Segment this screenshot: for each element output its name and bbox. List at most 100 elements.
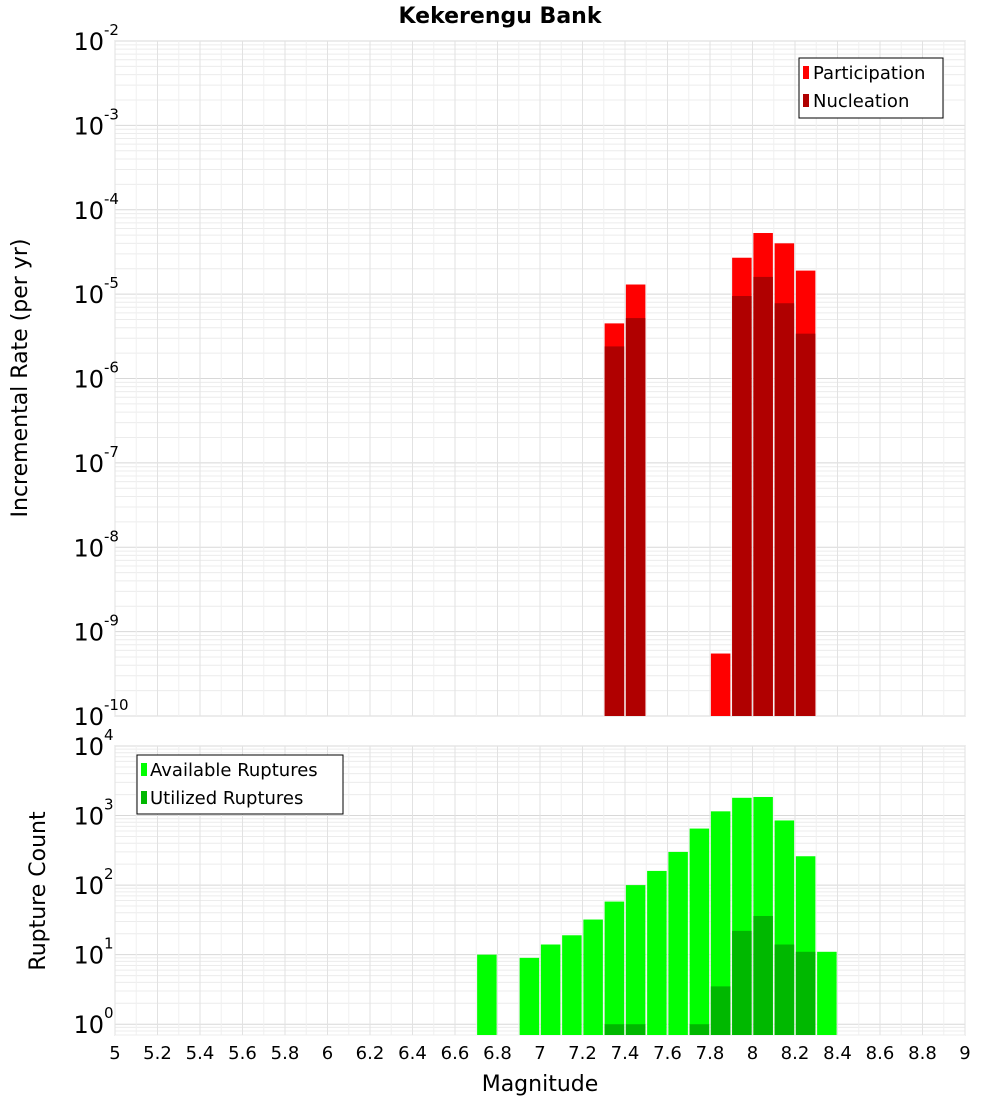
- x-tick-label: 6.2: [356, 1043, 385, 1064]
- utilized-ruptures-bar: [753, 915, 773, 1035]
- count-y-tick-label: 10: [73, 942, 104, 970]
- utilized-ruptures-bar: [710, 986, 731, 1035]
- available-ruptures-bar: [562, 935, 582, 1035]
- rate-y-tick-exponent: -5: [104, 274, 119, 292]
- utilized-ruptures-bar: [625, 1024, 646, 1035]
- x-tick-label: 8.6: [866, 1043, 895, 1064]
- utilized-ruptures-bar: [689, 1024, 710, 1035]
- x-axis-title: Magnitude: [482, 1072, 599, 1097]
- x-tick-label: 5.6: [228, 1043, 257, 1064]
- x-tick-label: 8.8: [908, 1043, 937, 1064]
- x-tick-label: 8.4: [823, 1043, 852, 1064]
- x-tick-label: 7.8: [696, 1043, 725, 1064]
- rate-y-tick-label: 10: [73, 619, 104, 647]
- rate-y-tick-label: 10: [73, 112, 104, 140]
- participation-bar: [710, 653, 731, 716]
- x-tick-label: 6: [322, 1043, 333, 1064]
- rate-legend-box: [798, 57, 944, 119]
- available-legend-label: Available Ruptures: [150, 760, 318, 781]
- nucleation-bar: [732, 296, 752, 716]
- count-y-tick-exponent: 0: [104, 1004, 114, 1022]
- count-legend-box: [136, 754, 344, 815]
- rate-y-tick-exponent: -4: [104, 190, 119, 208]
- x-tick-label: 5: [109, 1043, 120, 1064]
- x-tick-label: 6.4: [398, 1043, 427, 1064]
- utilized-ruptures-bar: [732, 930, 752, 1035]
- count-y-axis-title: Rupture Count: [26, 811, 51, 971]
- rate-y-tick-exponent: -2: [104, 21, 119, 39]
- rate-y-tick-label: 10: [73, 197, 104, 225]
- x-tick-label: 5.8: [271, 1043, 300, 1064]
- nucleation-legend-label: Nucleation: [813, 91, 909, 112]
- chart-title: Kekerengu Bank: [399, 4, 603, 29]
- rate-y-tick-label: 10: [73, 366, 104, 394]
- rate-y-tick-exponent: -6: [104, 359, 119, 377]
- x-tick-label: 7.6: [653, 1043, 682, 1064]
- participation-legend-swatch: [803, 66, 809, 79]
- rate-y-tick-exponent: -10: [104, 696, 129, 714]
- count-y-tick-label: 10: [73, 872, 104, 900]
- rate-y-axis-title: Incremental Rate (per yr): [8, 239, 33, 518]
- rate-y-tick-label: 10: [73, 28, 104, 56]
- x-tick-label: 6.8: [483, 1043, 512, 1064]
- utilized-legend-swatch: [141, 791, 147, 804]
- x-tick-label: 5.4: [186, 1043, 215, 1064]
- rate-bars: [604, 233, 816, 717]
- count-y-tick-exponent: 2: [104, 865, 114, 883]
- count-y-tick-label: 10: [73, 1011, 104, 1039]
- x-tick-label: 7.4: [611, 1043, 640, 1064]
- available-ruptures-bar: [540, 944, 561, 1035]
- count-legend: Available Ruptures Utilized Ruptures: [136, 754, 344, 815]
- available-legend-swatch: [141, 763, 147, 776]
- nucleation-bar: [604, 346, 625, 716]
- utilized-ruptures-bar: [604, 1024, 625, 1035]
- utilized-legend-label: Utilized Ruptures: [150, 788, 303, 809]
- available-ruptures-bar: [817, 951, 837, 1035]
- utilized-ruptures-bar: [795, 951, 816, 1035]
- x-tick-label: 8.2: [781, 1043, 810, 1064]
- count-bars: [477, 796, 837, 1035]
- nucleation-bar: [795, 333, 816, 716]
- utilized-ruptures-bar: [774, 944, 795, 1035]
- nucleation-bar: [753, 276, 773, 716]
- rate-y-tick-label: 10: [73, 450, 104, 478]
- rate-y-tick-label: 10: [73, 703, 104, 731]
- available-ruptures-bar: [625, 885, 646, 1035]
- nucleation-bar: [625, 318, 646, 716]
- rate-y-tick-label: 10: [73, 281, 104, 309]
- rate-legend: Participation Nucleation: [798, 57, 944, 119]
- x-tick-label: 9: [959, 1043, 970, 1064]
- rate-y-tick-exponent: -8: [104, 527, 119, 545]
- available-ruptures-bar: [710, 811, 731, 1035]
- available-ruptures-bar: [668, 851, 688, 1035]
- count-y-tick-exponent: 1: [104, 935, 114, 953]
- rate-y-tick-label: 10: [73, 534, 104, 562]
- x-tick-label: 5.2: [143, 1043, 172, 1064]
- available-ruptures-bar: [477, 954, 497, 1035]
- available-ruptures-bar: [583, 919, 603, 1035]
- available-ruptures-bar: [604, 901, 625, 1035]
- count-y-tick-exponent: 4: [104, 726, 114, 744]
- rate-y-tick-exponent: -3: [104, 105, 119, 123]
- count-y-tick-label: 10: [73, 733, 104, 761]
- nucleation-bar: [774, 303, 795, 716]
- available-ruptures-bar: [647, 870, 667, 1035]
- count-y-tick-label: 10: [73, 803, 104, 831]
- x-tick-label: 6.6: [441, 1043, 470, 1064]
- x-tick-label: 8: [747, 1043, 758, 1064]
- rate-gridlines: [114, 40, 966, 717]
- count-y-tick-exponent: 3: [104, 796, 114, 814]
- x-tick-label: 7: [534, 1043, 545, 1064]
- x-tick-label: 7.2: [568, 1043, 597, 1064]
- rate-y-tick-exponent: -7: [104, 443, 119, 461]
- nucleation-legend-swatch: [803, 94, 809, 107]
- participation-legend-label: Participation: [813, 63, 925, 84]
- available-ruptures-bar: [519, 957, 540, 1035]
- rate-y-tick-exponent: -9: [104, 612, 119, 630]
- x-tick-labels: 5 5.2 5.4 5.6 5.8 6 6.2 6.4 6.6 6.8 7 7.2 7.4 7.6 7.8 8…: [109, 1043, 970, 1064]
